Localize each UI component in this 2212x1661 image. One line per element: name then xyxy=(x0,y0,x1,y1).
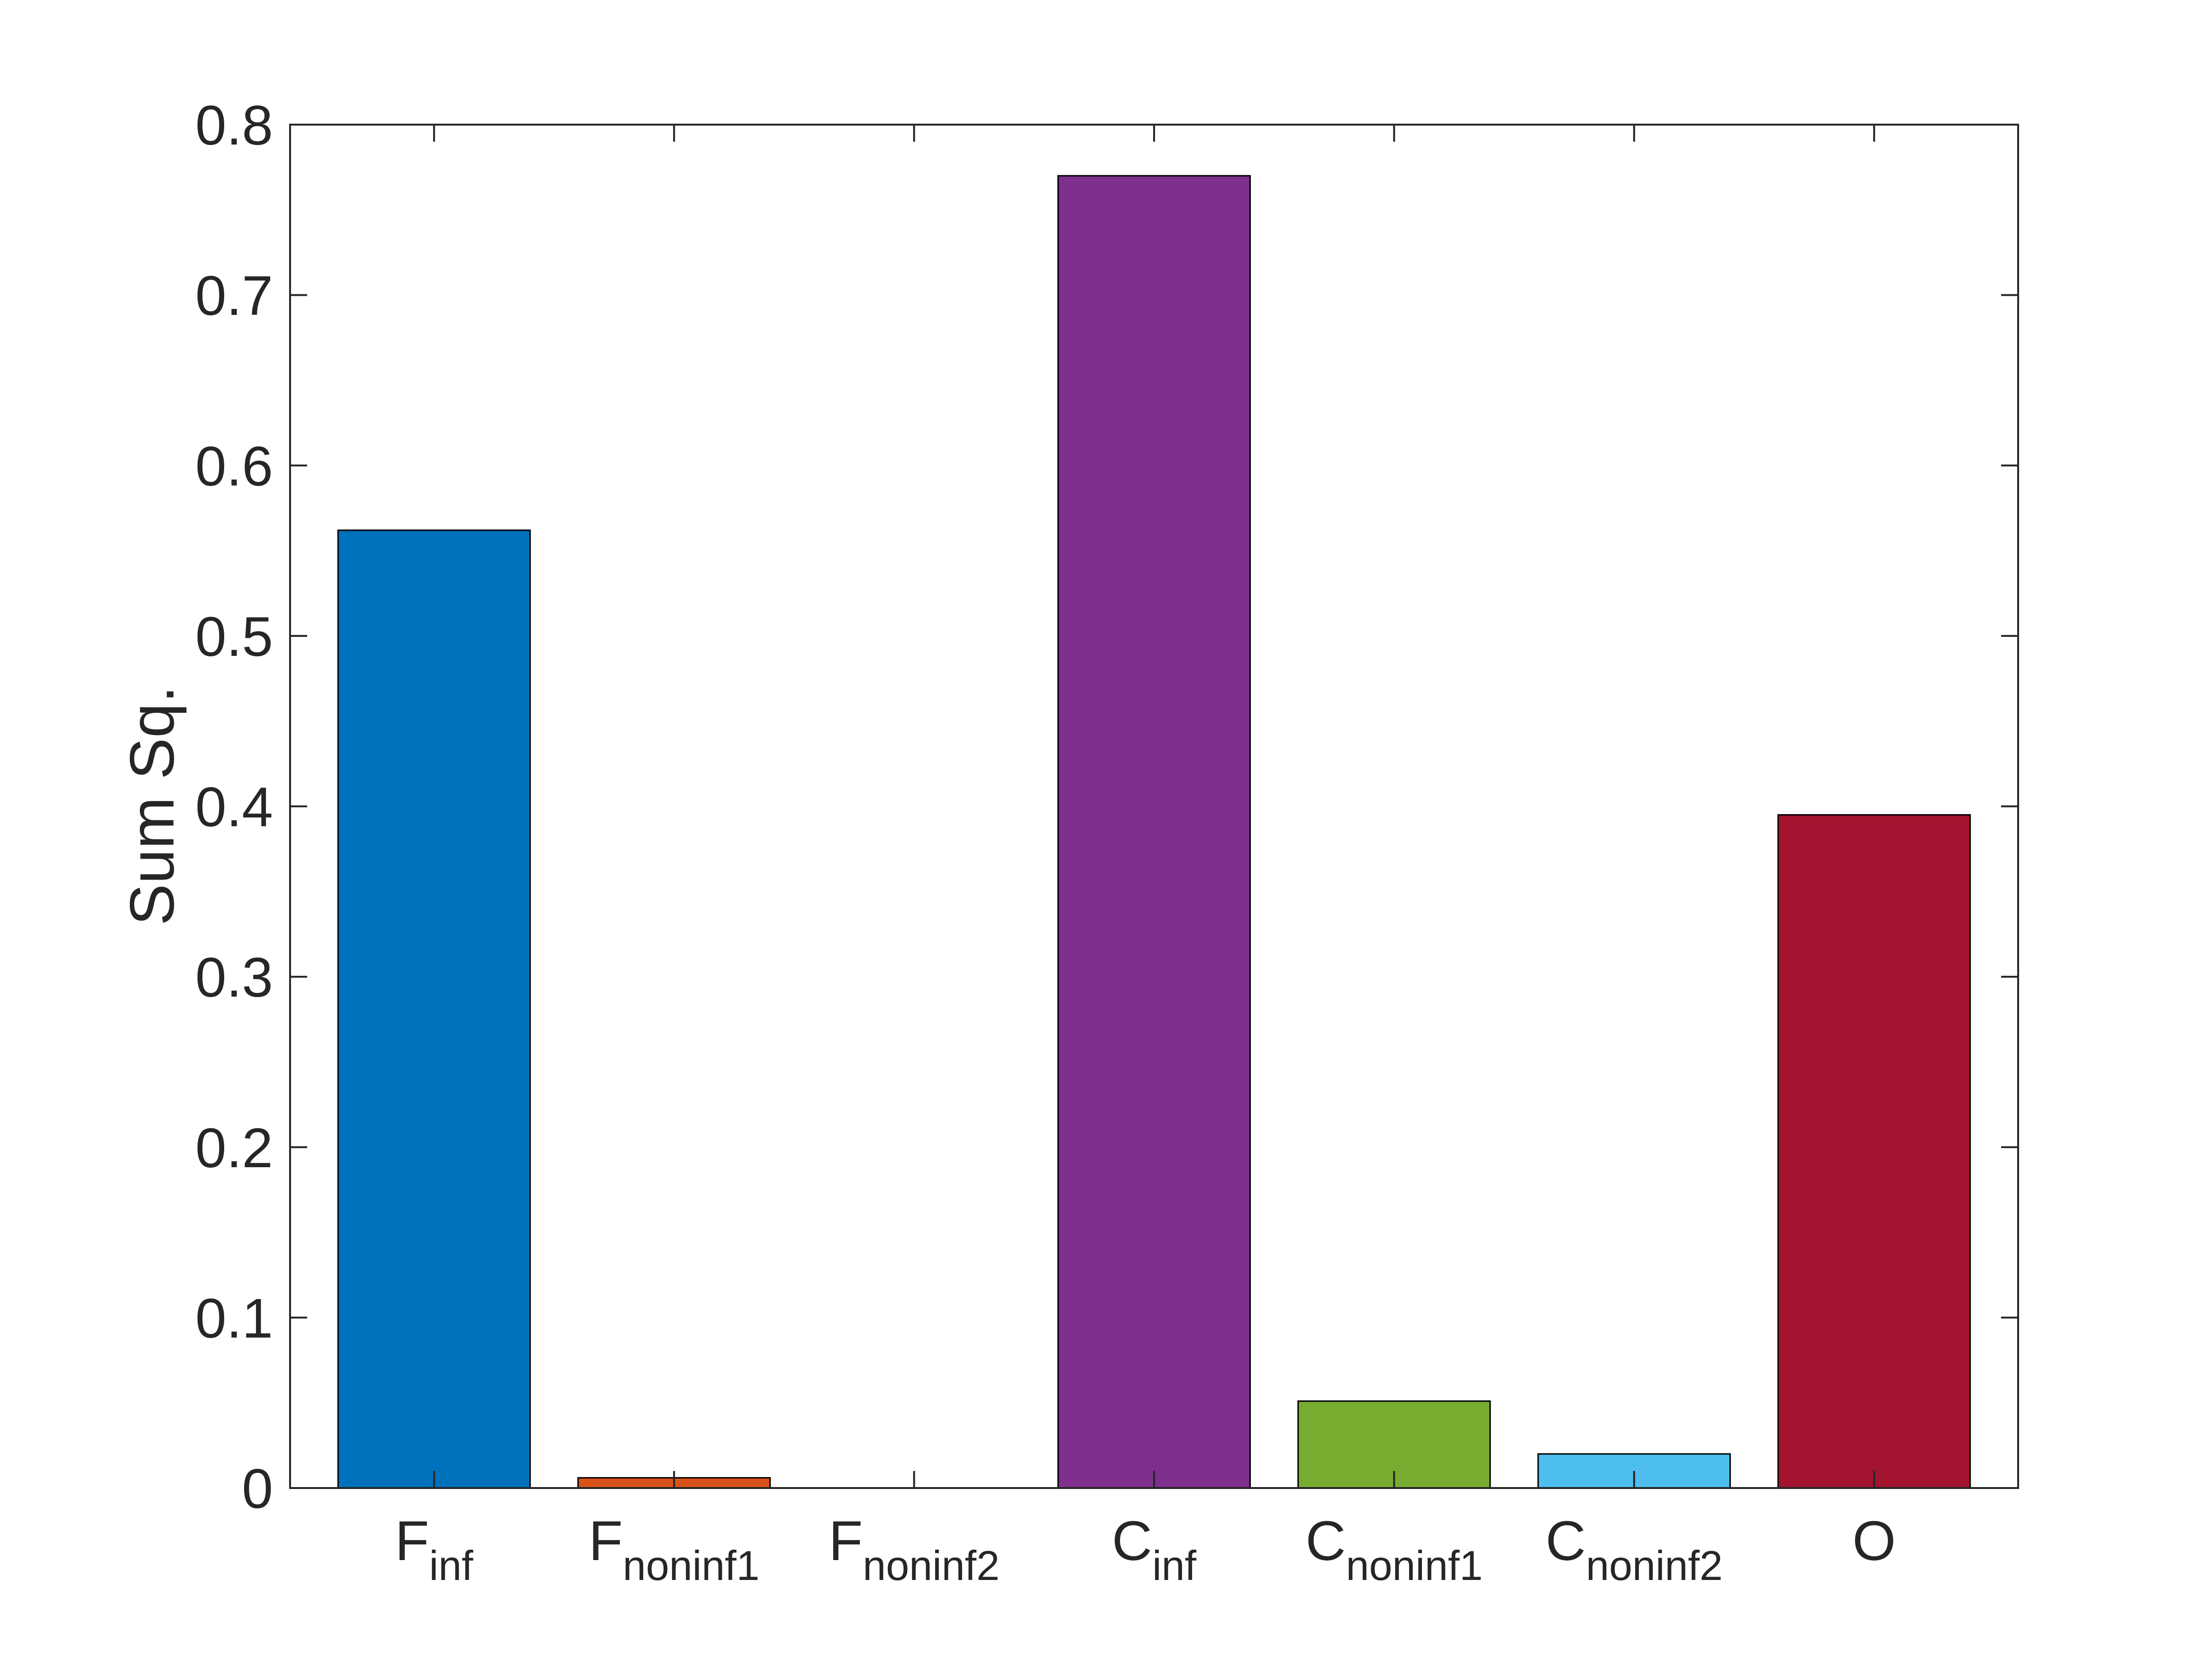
bar-3 xyxy=(1057,175,1251,1489)
x-tick-label: Fnoninf2 xyxy=(828,1510,1000,1589)
x-tick-label: Finf xyxy=(395,1510,473,1589)
x-tick-label-base: O xyxy=(1852,1510,1896,1572)
x-tick-labels: Finf Fnoninf1 Fnoninf2 Cinf Cnoninf1 Cnoninf2… xyxy=(395,1510,1896,1589)
y-tick-label: 0.3 xyxy=(195,946,273,1009)
x-tick-label: Cinf xyxy=(1112,1510,1197,1589)
x-tick-label: Cnoninf1 xyxy=(1305,1510,1483,1589)
x-tick-label-subscript: inf xyxy=(1152,1542,1196,1589)
y-tick-label: 0.8 xyxy=(195,94,273,157)
x-tick-label-base: F xyxy=(589,1510,623,1572)
y-tick-label: 0.5 xyxy=(195,606,273,668)
x-tick-label-subscript: noninf2 xyxy=(1586,1542,1723,1589)
bar-6 xyxy=(1777,814,1971,1489)
y-tick-label: 0.2 xyxy=(195,1117,273,1180)
x-tick-label-subscript: noninf2 xyxy=(863,1542,1000,1589)
y-tick-label: 0.1 xyxy=(195,1287,273,1350)
x-tick-label: O xyxy=(1852,1510,1896,1572)
y-tick-label: 0.7 xyxy=(195,265,273,327)
bar-0 xyxy=(337,529,531,1489)
x-tick-label: Fnoninf1 xyxy=(589,1510,760,1589)
x-tick-label-subscript: noninf1 xyxy=(1346,1542,1483,1589)
x-tick-label-base: F xyxy=(395,1510,429,1572)
bars-group xyxy=(337,175,1971,1489)
y-axis-label: Sum Sq. xyxy=(117,686,187,926)
y-tick-label: 0.6 xyxy=(195,435,273,498)
y-tick-label: 0 xyxy=(242,1458,273,1520)
x-tick-label-base: C xyxy=(1546,1510,1586,1572)
x-tick-label-base: C xyxy=(1305,1510,1346,1572)
y-tick-label: 0.4 xyxy=(195,776,273,839)
x-tick-label-base: C xyxy=(1112,1510,1152,1572)
x-tick-label-subscript: noninf1 xyxy=(623,1542,760,1589)
axes-box xyxy=(289,124,2019,1489)
x-tick-label-subscript: inf xyxy=(429,1542,473,1589)
x-tick-label: Cnoninf2 xyxy=(1546,1510,1723,1589)
y-tick-labels: 0 0.1 0.2 0.3 0.4 0.5 0.6 0.7 0.8 xyxy=(195,94,273,1520)
x-tick-label-base: F xyxy=(828,1510,863,1572)
